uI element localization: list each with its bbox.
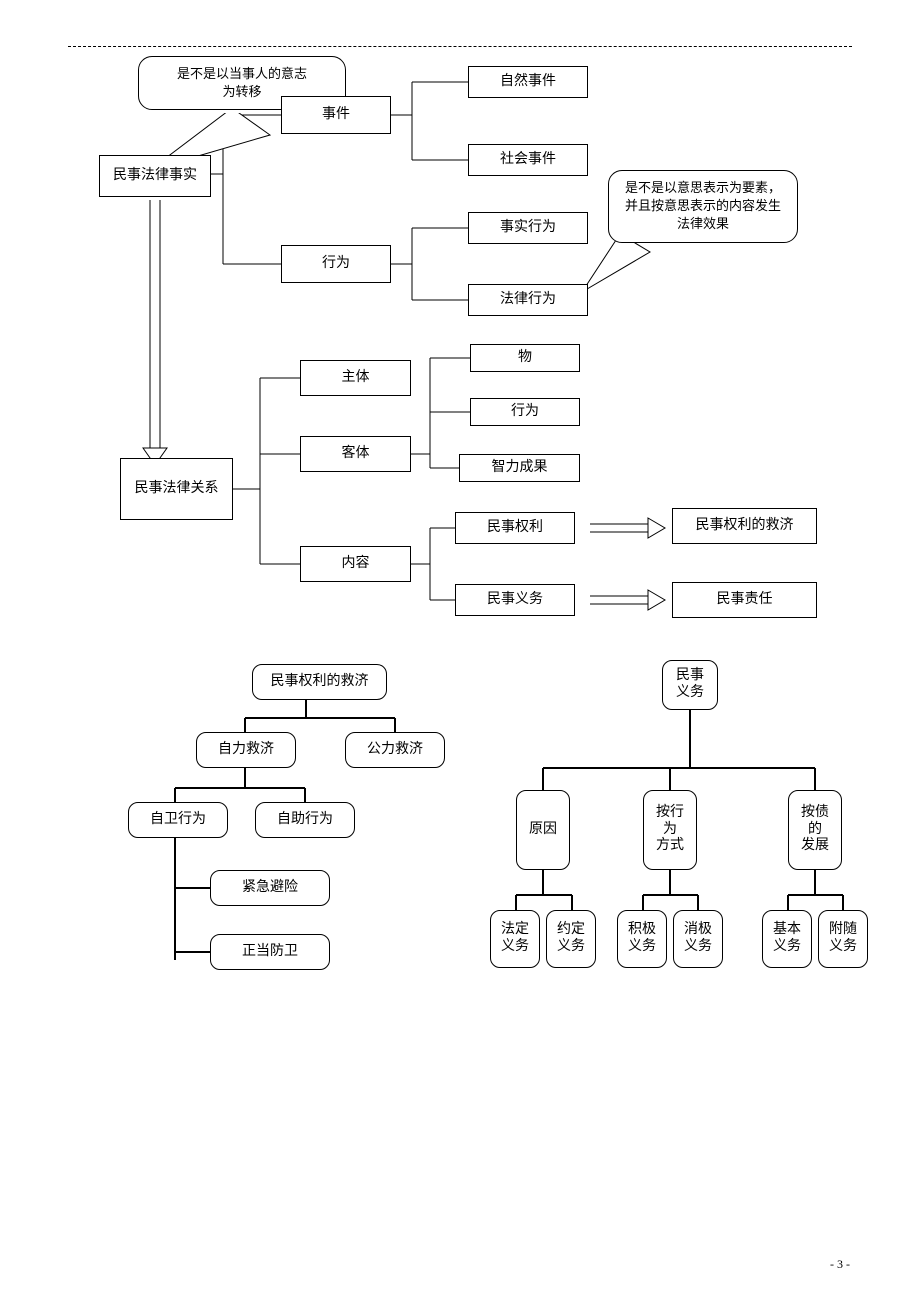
rbox-zhengdang: 正当防卫 xyxy=(210,934,330,970)
label: 行为 xyxy=(322,255,350,273)
callout-expression-text: 是不是以意思表示为要素，并且按意思表示的内容发生法律效果 xyxy=(625,180,781,231)
rbox-jiuji-root: 民事权利的救济 xyxy=(252,664,387,700)
label: 正当防卫 xyxy=(242,944,298,961)
label: 民事权利 xyxy=(487,519,543,537)
box-object: 客体 xyxy=(300,436,411,472)
label: 社会事件 xyxy=(500,151,556,169)
box-zhili: 智力成果 xyxy=(459,454,580,482)
box-zeren: 民事责任 xyxy=(672,582,817,618)
label: 物 xyxy=(518,349,532,367)
callout-will-text: 是不是以当事人的意志 为转移 xyxy=(177,66,307,99)
label: 消极 义务 xyxy=(684,922,712,956)
label: 事件 xyxy=(322,106,350,124)
box-social-event: 社会事件 xyxy=(468,144,588,176)
label: 事实行为 xyxy=(500,219,556,237)
label: 自力救济 xyxy=(218,742,274,759)
box-subject: 主体 xyxy=(300,360,411,396)
box-quanli: 民事权利 xyxy=(455,512,575,544)
label: 自卫行为 xyxy=(150,812,206,829)
box-xingwei: 行为 xyxy=(470,398,580,426)
page-number: - 3 - xyxy=(830,1257,850,1272)
rbox-reason: 原因 xyxy=(516,790,570,870)
rbox-by-act: 按行 为 方式 xyxy=(643,790,697,870)
rbox-by-debt: 按债 的 发展 xyxy=(788,790,842,870)
label: 积极 义务 xyxy=(628,922,656,956)
callout-expression: 是不是以意思表示为要素，并且按意思表示的内容发生法律效果 xyxy=(608,170,798,243)
label: 内容 xyxy=(342,555,370,573)
rbox-yueding: 约定 义务 xyxy=(546,910,596,968)
label: 民事法律事实 xyxy=(113,167,197,185)
box-fact-act: 事实行为 xyxy=(468,212,588,244)
label: 按行 为 方式 xyxy=(656,805,684,855)
box-legal-fact: 民事法律事实 xyxy=(99,155,211,197)
label: 客体 xyxy=(342,445,370,463)
box-action: 行为 xyxy=(281,245,391,283)
label: 附随 义务 xyxy=(829,922,857,956)
box-legal-act: 法律行为 xyxy=(468,284,588,316)
label: 约定 义务 xyxy=(557,922,585,956)
dashed-divider xyxy=(68,46,852,47)
box-content: 内容 xyxy=(300,546,411,582)
rbox-fading: 法定 义务 xyxy=(490,910,540,968)
label: 主体 xyxy=(342,369,370,387)
label: 原因 xyxy=(529,822,557,839)
label: 紧急避险 xyxy=(242,880,298,897)
box-wu: 物 xyxy=(470,344,580,372)
label: 民事 义务 xyxy=(676,668,704,702)
rbox-yiwu-root: 民事 义务 xyxy=(662,660,718,710)
rbox-xiaoji: 消极 义务 xyxy=(673,910,723,968)
label: 民事义务 xyxy=(487,591,543,609)
rbox-jinji: 紧急避险 xyxy=(210,870,330,906)
label: 按债 的 发展 xyxy=(801,805,829,855)
label: 民事权利的救济 xyxy=(696,517,794,535)
label: 智力成果 xyxy=(492,459,548,477)
label: 行为 xyxy=(511,403,539,421)
rbox-zizhu: 自助行为 xyxy=(255,802,355,838)
label: 公力救济 xyxy=(367,742,423,759)
rbox-gongli: 公力救济 xyxy=(345,732,445,768)
label: 民事责任 xyxy=(717,591,773,609)
box-natural-event: 自然事件 xyxy=(468,66,588,98)
box-legal-relation: 民事法律关系 xyxy=(120,458,233,520)
label: 法定 义务 xyxy=(501,922,529,956)
label: 基本 义务 xyxy=(773,922,801,956)
rbox-fusui: 附随 义务 xyxy=(818,910,868,968)
rbox-ziwei: 自卫行为 xyxy=(128,802,228,838)
rbox-jiben: 基本 义务 xyxy=(762,910,812,968)
label: 民事权利的救济 xyxy=(271,674,369,691)
box-event: 事件 xyxy=(281,96,391,134)
label: 自助行为 xyxy=(277,812,333,829)
box-quanli-jiuji: 民事权利的救济 xyxy=(672,508,817,544)
rbox-zili: 自力救济 xyxy=(196,732,296,768)
label: 自然事件 xyxy=(500,73,556,91)
label: 民事法律关系 xyxy=(135,480,219,498)
label: 法律行为 xyxy=(500,291,556,309)
rbox-jiji: 积极 义务 xyxy=(617,910,667,968)
box-yiwu: 民事义务 xyxy=(455,584,575,616)
